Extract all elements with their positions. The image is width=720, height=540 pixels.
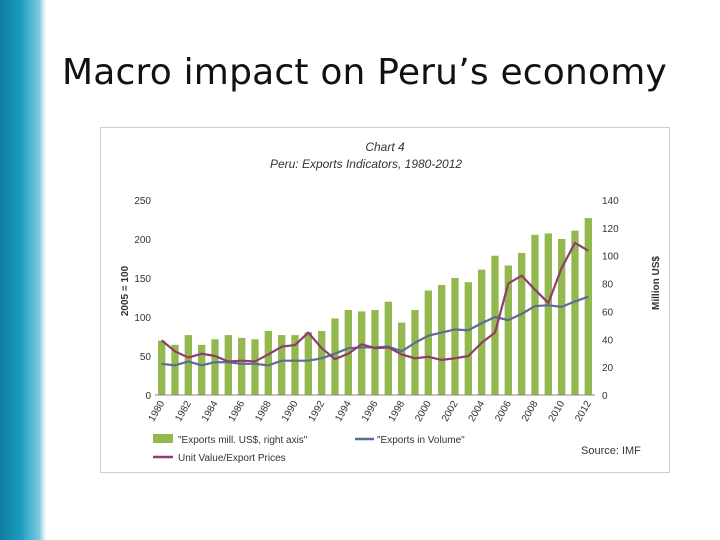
bar-series-group: [158, 218, 592, 395]
chart-title: Chart 4: [365, 140, 405, 154]
right-tick-label: 0: [602, 391, 608, 402]
x-tick-label: 2006: [493, 399, 514, 424]
left-accent-glow: [40, 0, 48, 540]
left-axis-ticks: 0 50 100 150 200 250: [134, 196, 151, 402]
x-tick-label: 1984: [200, 399, 221, 424]
x-tick-label: 2000: [413, 399, 434, 424]
bar-2000: [424, 290, 432, 395]
slide-title: Macro impact on Peru’s economy: [62, 52, 668, 93]
bar-2010: [558, 239, 566, 395]
bar-2011: [571, 230, 579, 395]
right-axis-title: Million US$: [651, 256, 662, 310]
x-tick-label: 2002: [440, 399, 461, 424]
bar-1987: [251, 339, 259, 395]
bar-1983: [198, 344, 206, 395]
bar-2002: [451, 278, 459, 395]
bar-2001: [438, 284, 446, 395]
bar-1996: [371, 310, 379, 395]
x-tick-label: 1982: [173, 399, 194, 424]
chart-svg: Chart 4 Peru: Exports Indicators, 1980-2…: [120, 140, 662, 464]
bar-1990: [291, 335, 299, 395]
bar-2003: [464, 282, 472, 395]
bar-2007: [518, 252, 526, 395]
line-unit-value: [160, 241, 589, 363]
bar-1999: [411, 310, 419, 395]
bar-2004: [478, 269, 486, 395]
legend-label-exports-volume: "Exports in Volume": [377, 435, 465, 446]
legend-label-unit-value: Unit Value/Export Prices: [178, 453, 286, 464]
right-tick-label: 40: [602, 335, 614, 346]
x-tick-label: 2008: [520, 399, 541, 424]
bar-1989: [278, 335, 286, 395]
right-tick-label: 120: [602, 224, 619, 235]
x-tick-label: 2012: [573, 399, 594, 424]
legend: "Exports mill. US$, right axis" "Exports…: [153, 434, 465, 464]
bar-1982: [184, 335, 192, 395]
left-tick-label: 250: [134, 196, 151, 207]
bar-1981: [171, 344, 179, 395]
right-axis-ticks: 0 20 40 60 80 100 120 140: [602, 196, 619, 402]
bar-1995: [358, 311, 366, 395]
chart-subtitle: Peru: Exports Indicators, 1980-2012: [270, 157, 462, 171]
bar-2005: [491, 255, 499, 395]
bar-1998: [398, 322, 406, 395]
bar-2006: [504, 265, 512, 395]
left-tick-label: 50: [140, 352, 152, 363]
bar-1992: [318, 330, 326, 395]
bar-1988: [264, 330, 272, 395]
left-tick-label: 100: [134, 313, 151, 324]
left-tick-label: 200: [134, 235, 151, 246]
line-series-group: [160, 241, 589, 367]
right-tick-label: 60: [602, 307, 614, 318]
legend-swatch-exports-mill: [153, 434, 173, 443]
bar-1993: [331, 318, 339, 395]
legend-label-exports-mill: "Exports mill. US$, right axis": [178, 435, 308, 446]
bar-1984: [211, 339, 219, 395]
right-tick-label: 140: [602, 196, 619, 207]
source-note: Source: IMF: [581, 445, 641, 457]
left-tick-label: 150: [134, 274, 151, 285]
bar-1986: [238, 337, 246, 395]
x-tick-label: 1996: [360, 399, 381, 424]
bar-1985: [224, 335, 232, 395]
left-tick-label: 0: [145, 391, 151, 402]
bar-1980: [158, 340, 166, 395]
right-tick-label: 100: [602, 252, 619, 263]
bar-2009: [544, 233, 552, 395]
bar-1991: [304, 332, 312, 395]
x-tick-label: 1990: [280, 399, 301, 424]
bar-2012: [584, 218, 592, 395]
bar-2008: [531, 234, 539, 395]
chart-frame: Chart 4 Peru: Exports Indicators, 1980-2…: [100, 127, 670, 473]
x-tick-label: 2004: [467, 399, 488, 424]
left-accent-stripe: [0, 0, 46, 540]
right-tick-label: 20: [602, 363, 614, 374]
left-axis-title: 2005 = 100: [120, 265, 131, 316]
x-axis-ticks: 1980 1982 1984 1986 1988 1990 1992 1994 1996 1998…: [147, 399, 595, 424]
x-tick-label: 1986: [227, 399, 248, 424]
x-tick-label: 1992: [307, 399, 328, 424]
x-tick-label: 1998: [387, 399, 408, 424]
x-tick-label: 2010: [547, 399, 568, 424]
x-tick-label: 1988: [253, 399, 274, 424]
x-tick-label: 1980: [147, 399, 168, 424]
x-tick-label: 1994: [333, 399, 354, 424]
right-tick-label: 80: [602, 280, 614, 291]
